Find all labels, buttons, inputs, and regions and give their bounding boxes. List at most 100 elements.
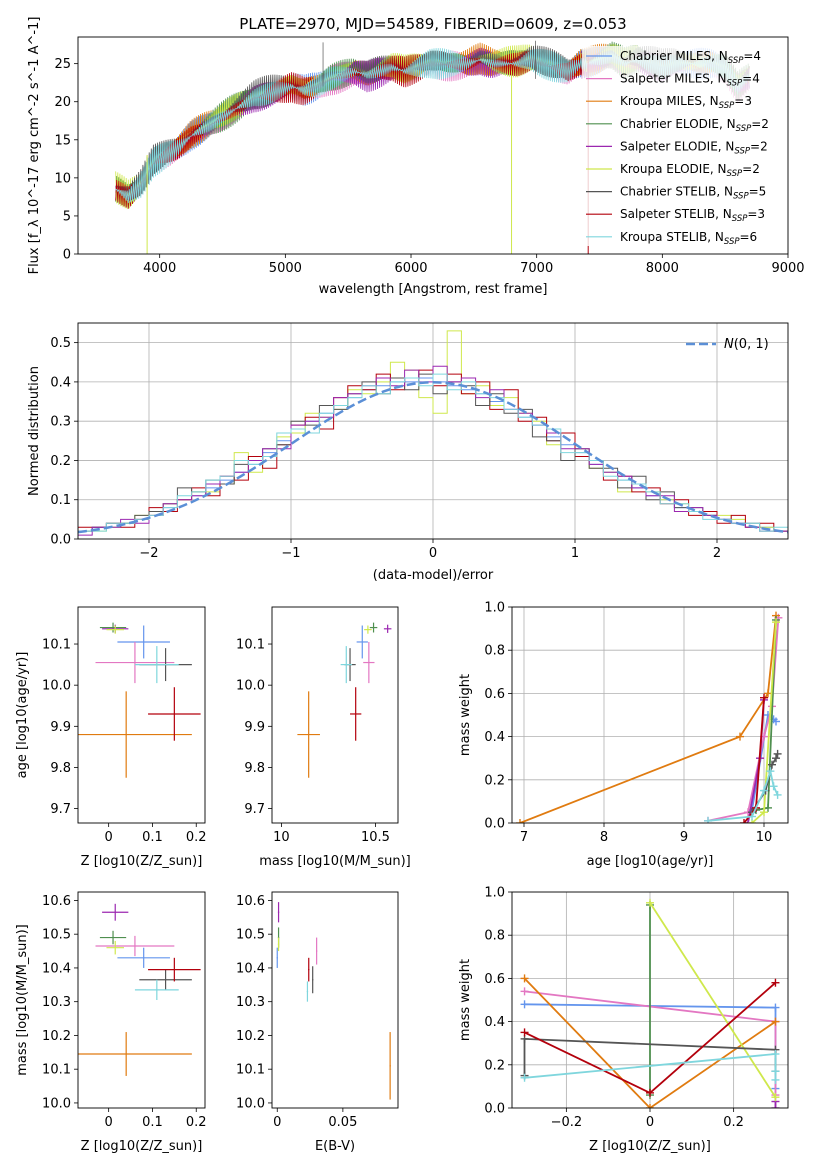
y-tick-label: 9.7 (50, 802, 71, 817)
legend: Chabrier MILES, NSSP=4 Salpeter MILES, NS… (582, 46, 782, 247)
plot-area (78, 323, 788, 539)
gaussian-curve (78, 381, 788, 534)
x-tick-label: 0.2 (186, 830, 207, 845)
x-tick-label: 0.2 (723, 1115, 744, 1130)
y-tick-label: 1.0 (484, 886, 505, 901)
y-tick-label: 9.9 (244, 720, 265, 735)
x-tick-label: 1 (571, 546, 579, 561)
x-axis-label: Z [log10(Z/Z_sun)] (81, 854, 203, 869)
x-tick-label: −0.2 (551, 1115, 583, 1130)
x-tick-label: 6000 (394, 261, 427, 276)
y-tick-label: 0.1 (50, 493, 71, 508)
chart-layer: 4000 5000 6000 7000 8000 90000510152025wavele… (15, 17, 805, 1154)
y-tick-label: 0.4 (484, 730, 505, 745)
legend-label: Chabrier ELODIE, NSSP=2 (620, 117, 769, 134)
axes-frame (77, 891, 206, 1109)
x-tick-label: 4000 (143, 261, 176, 276)
panel-massweight_vs_age: 7 8 9 10 0.0 0.2 0.4 0.6 0.8 1.0 age [log10(age/yr… (458, 601, 789, 869)
y-tick-label: 10.2 (42, 1029, 71, 1044)
x-tick-label: 0 (105, 830, 113, 845)
y-tick-label: 0 (63, 248, 71, 263)
x-tick-label: 0 (273, 1115, 281, 1130)
y-tick-label: 10.1 (42, 638, 71, 653)
y-tick-label: 9.7 (244, 802, 265, 817)
panel-residual_histogram: −2 −1 0 1 2 0.0 0.1 0.2 0.3 0.4 0.5 (data-model)/er… (27, 322, 789, 583)
plot-area (512, 607, 788, 823)
plot-area (512, 892, 788, 1108)
axes-frame (77, 606, 206, 824)
y-tick-label: 10.4 (42, 961, 71, 976)
y-tick-label: 0.0 (484, 1102, 505, 1117)
y-tick-label: 0.2 (50, 454, 71, 469)
axes-frame (271, 891, 399, 1109)
y-tick-label: 10.6 (236, 894, 265, 909)
panel-massweight_vs_Z: −0.2 0 0.2 0.0 0.2 0.4 0.6 0.8 1.0 Z [log10(Z/Z_s… (458, 886, 789, 1154)
y-tick-label: 1.0 (484, 601, 505, 616)
legend-label: Salpeter MILES, NSSP=4 (620, 72, 760, 89)
legend-label: Chabrier STELIB, NSSP=5 (620, 185, 766, 202)
legend-label: N(0, 1) (724, 337, 769, 352)
y-axis-label: Normed distribution (27, 366, 42, 496)
panel-mass_vs_EBV: 0 0.05 10.0 10.1 10.2 10.3 10.4 10.5 10.6 E(B-V) (236, 891, 399, 1154)
x-tick-label: 0.1 (142, 830, 163, 845)
x-tick-label: 7000 (520, 261, 553, 276)
y-tick-label: 0.8 (484, 929, 505, 944)
series-line (519, 615, 777, 823)
y-tick-label: 0.3 (50, 415, 71, 430)
y-tick-label: 10.1 (236, 638, 265, 653)
x-axis-label: age [log10(age/yr)] (587, 854, 714, 869)
y-tick-label: 10.1 (42, 1063, 71, 1078)
x-tick-label: 0.1 (142, 1115, 163, 1130)
y-tick-label: 0.0 (50, 533, 71, 548)
y-axis-label: mass [log10(M/M_sun)] (15, 924, 30, 1076)
y-tick-label: 10.0 (236, 1096, 265, 1111)
x-tick-label: −2 (139, 546, 158, 561)
legend-label: Salpeter ELODIE, NSSP=2 (620, 139, 768, 156)
y-tick-label: 10.5 (236, 928, 265, 943)
x-axis-label: E(B-V) (315, 1139, 355, 1154)
y-tick-label: 0.4 (50, 375, 71, 390)
series-line (649, 902, 777, 1098)
y-tick-label: 10.0 (42, 679, 71, 694)
y-axis-label: Flux [f_λ 10^-17 erg cm^-2 s^-1 A^-1] (27, 17, 42, 275)
y-tick-label: 0.5 (50, 336, 71, 351)
legend-label: Kroupa MILES, NSSP=3 (620, 94, 752, 111)
x-tick-label: 0 (429, 546, 437, 561)
y-tick-label: 10.0 (42, 1096, 71, 1111)
y-tick-label: 20 (54, 95, 71, 110)
y-tick-label: 0.6 (484, 687, 505, 702)
legend-bg (582, 46, 782, 246)
y-axis-label: mass weight (458, 959, 473, 1041)
y-tick-label: 25 (54, 57, 71, 72)
x-tick-label: 0.2 (186, 1115, 207, 1130)
x-tick-label: 5000 (269, 261, 302, 276)
y-tick-label: 5 (63, 209, 71, 224)
y-tick-label: 10.2 (236, 1029, 265, 1044)
x-tick-label: 0 (646, 1115, 654, 1130)
legend-label: Chabrier MILES, NSSP=4 (620, 49, 761, 66)
panel-age_vs_mass: 10 10.5 9.7 9.8 9.9 10.0 10.1 mass [log10(M/M_s… (236, 606, 411, 869)
panel-age_vs_Z: 0 0.1 0.2 9.7 9.8 9.9 10.0 10.1 Z [log10(Z/Z_sun… (15, 606, 207, 869)
y-tick-label: 15 (54, 133, 71, 148)
series-line (523, 977, 777, 1108)
x-tick-label: 10 (273, 830, 290, 845)
legend-label: Kroupa STELIB, NSSP=6 (620, 230, 757, 247)
y-tick-label: 0.6 (484, 972, 505, 987)
x-tick-label: 2 (713, 546, 721, 561)
x-tick-label: 9000 (771, 261, 804, 276)
panel-spectrum: 4000 5000 6000 7000 8000 9000 0 5 10 15 20 25 wavele… (27, 17, 805, 297)
legend-label: Kroupa ELODIE, NSSP=2 (620, 162, 760, 179)
y-tick-label: 0.2 (484, 1058, 505, 1073)
plot-area (276, 902, 391, 1100)
y-tick-label: 10.3 (42, 995, 71, 1010)
y-tick-label: 10.4 (236, 961, 265, 976)
y-tick-label: 10.3 (236, 995, 265, 1010)
figure-title: PLATE=2970, MJD=54589, FIBERID=0609, z=0… (239, 15, 626, 33)
plot-area (78, 903, 201, 1076)
x-tick-label: −1 (281, 546, 300, 561)
x-tick-label: 10.5 (361, 830, 390, 845)
axes-frame (77, 322, 789, 540)
legend-label: Salpeter STELIB, NSSP=3 (620, 207, 765, 224)
y-axis-label: mass weight (458, 674, 473, 756)
